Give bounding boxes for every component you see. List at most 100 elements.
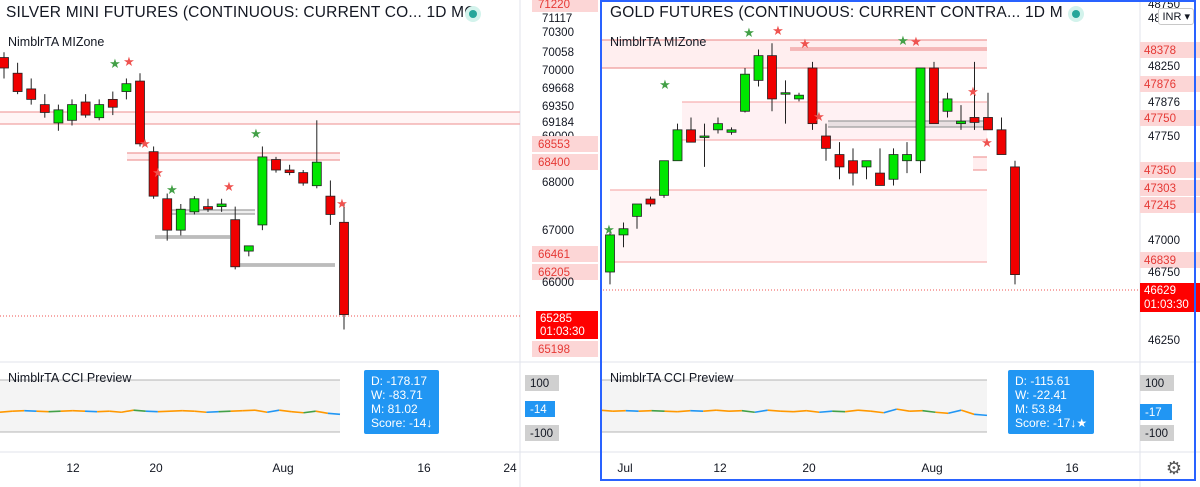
signal-star-icon: ★ [223,180,235,195]
cci-value-tag [525,401,555,417]
cci-line-segment [767,409,781,412]
mizone-band [0,112,520,124]
cci-line-segment [157,410,171,413]
signal-star-icon: ★ [250,127,262,142]
candle-body [12,72,23,92]
cci-line-segment [303,410,316,414]
cci-line-segment [72,409,86,412]
cci-line-segment [182,409,195,412]
signal-star-icon: ★ [139,137,151,152]
candle-body [135,80,145,145]
time-axis-label: 16 [1065,461,1079,475]
tooltip-line: Score: -14↓ [371,416,433,430]
cci-line-segment [218,410,231,413]
cci-value-tag [1140,404,1172,420]
mizone-band [790,48,987,50]
candle-body [284,169,295,174]
settings-gear-icon[interactable]: ⚙ [1165,458,1182,478]
signal-star-icon: ★ [981,136,993,151]
cci-line-segment [948,409,962,415]
price-tag-text: 65285 [540,313,572,325]
signal-star-icon: ★ [967,85,979,100]
signal-star-icon: ★ [336,197,348,212]
cci-line-segment [960,409,975,416]
tooltip-line: D: -115.61 [1015,374,1071,388]
signal-star-icon: ★ [166,183,178,198]
candle-body [243,245,254,252]
candle-body [659,160,669,196]
candle-body [875,172,885,186]
cci-indicator-label[interactable]: NimblrTA CCI Preview [8,371,132,385]
cci-line-segment [716,409,730,412]
cci-line-segment [60,409,73,412]
mizone-band [127,153,340,160]
tooltip-line: W: -22.41 [1015,388,1067,402]
indicator-label[interactable]: NimblrTA MIZone [610,35,707,49]
candle-body [861,160,872,168]
time-axis-label: 12 [66,461,80,475]
time-axis-label: 20 [149,461,163,475]
cci-value-text: -14 [530,404,547,416]
silver-chart-pane[interactable]: ★ ★ ★ ★ ★ ★ ★ ★ 71220 71117 70300 70058 70000 69668 69… [0,0,600,487]
time-axis-label: Aug [272,461,293,475]
cci-line-segment [145,410,158,413]
price-axis-label: 48250 [1148,61,1180,73]
indicator-label[interactable]: NimblrTA MIZone [8,35,105,49]
price-tag-text: 65198 [538,344,570,356]
signal-star-icon: ★ [897,34,909,49]
cci-line-segment [600,409,613,412]
price-tag-text: 66461 [538,249,570,261]
gold-chart-pane[interactable]: ★★★★★★★★★★487504850048378482504787647876… [600,0,1200,487]
cci-line-segment [36,410,49,413]
price-axis-label: 70058 [542,47,574,59]
price-axis-label: 67000 [542,225,574,237]
price-tag-text: 46839 [1144,255,1176,267]
silver-chart-svg: ★★★★★★★★71220711177030070058700006966869… [0,0,600,487]
cci-line-segment [315,410,328,415]
price-axis-label: 46250 [1148,335,1180,347]
time-axis-label: Aug [921,461,942,475]
time-axis-label: 24 [503,461,517,475]
zone-price-tag [1140,42,1200,58]
mizone-band [600,40,987,68]
cci-line-segment [133,409,146,412]
candle-body [713,123,723,131]
candle-body [271,159,281,171]
cci-level-text: 100 [1145,378,1164,390]
cci-line-segment [793,409,807,413]
candle-body [969,117,980,123]
price-tag-text: 47750 [1144,113,1176,125]
candle-body [794,94,804,100]
chart-title[interactable]: GOLD FUTURES (CONTINUOUS: CURRENT CONTRA… [610,4,1063,21]
cci-level-tag [1140,375,1174,391]
candle-body [807,67,818,125]
zone-price-tag [1140,252,1200,268]
price-axis-label: 71117 [542,13,572,25]
price-tag-text: 46629 [1144,285,1176,297]
signal-star-icon: ★ [603,223,615,238]
zone-price-tag [1140,110,1200,126]
chart-title[interactable]: SILVER MINI FUTURES (CONTINUOUS: CURRENT… [6,4,476,21]
cci-line-segment [754,409,768,414]
candle-body [80,101,91,116]
currency-select[interactable]: INR ▾ [1158,8,1194,25]
cci-line-segment [121,409,134,414]
cci-line-segment [896,408,910,412]
candle-body [257,156,268,226]
zone-price-tag [532,136,598,152]
cci-indicator-label[interactable]: NimblrTA CCI Preview [610,371,734,385]
price-tag-text: 01:03:30 [1144,299,1189,311]
signal-star-icon: ★ [910,35,922,50]
tooltip-line: M: 53.84 [1015,402,1062,416]
candle-body [848,160,858,174]
cci-line-segment [109,410,122,414]
cci-line-segment [194,410,207,414]
cci-line-segment [291,410,304,414]
zone-price-tag [1140,180,1200,196]
cci-level-tag [525,425,559,441]
price-axis-label: 66000 [542,277,574,289]
time-axis-label: 12 [713,461,727,475]
cci-line-segment [703,409,717,412]
cci-level-text: 100 [530,378,549,390]
mizone-band [155,236,230,238]
